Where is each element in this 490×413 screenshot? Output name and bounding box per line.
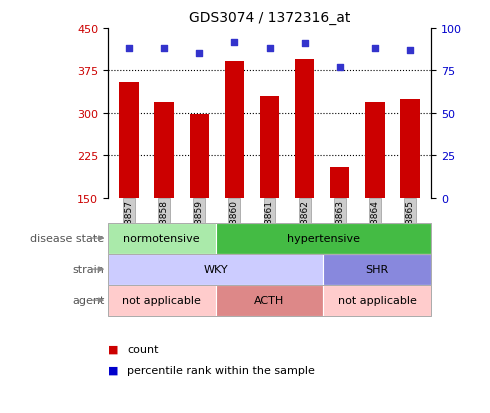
Bar — [154, 102, 174, 198]
Bar — [323, 254, 431, 285]
Bar — [190, 115, 209, 198]
Text: WKY: WKY — [203, 264, 228, 275]
Point — [196, 51, 203, 57]
Point — [125, 46, 133, 52]
Text: count: count — [127, 344, 159, 354]
Text: not applicable: not applicable — [338, 295, 416, 306]
Text: ■: ■ — [108, 344, 118, 354]
Text: ACTH: ACTH — [254, 295, 285, 306]
Bar — [108, 223, 216, 254]
Point — [230, 39, 238, 46]
Point — [371, 46, 379, 52]
Point — [160, 46, 168, 52]
Bar — [400, 100, 420, 198]
Point — [266, 46, 273, 52]
Bar — [295, 60, 314, 198]
Bar — [330, 167, 349, 198]
Text: not applicable: not applicable — [122, 295, 201, 306]
Bar — [216, 223, 431, 254]
Text: agent: agent — [72, 295, 104, 306]
Point — [406, 47, 414, 54]
Bar — [119, 83, 139, 198]
Bar — [323, 285, 431, 316]
Point — [336, 64, 343, 71]
Bar — [365, 102, 385, 198]
Bar — [108, 254, 323, 285]
Text: normotensive: normotensive — [123, 233, 200, 244]
Text: strain: strain — [73, 264, 104, 275]
Text: percentile rank within the sample: percentile rank within the sample — [127, 365, 315, 375]
Text: disease state: disease state — [30, 233, 104, 244]
Bar — [225, 62, 244, 198]
Point — [301, 41, 309, 47]
Text: SHR: SHR — [366, 264, 389, 275]
Text: hypertensive: hypertensive — [287, 233, 360, 244]
Title: GDS3074 / 1372316_at: GDS3074 / 1372316_at — [189, 11, 350, 25]
Bar — [108, 285, 216, 316]
Bar — [260, 97, 279, 198]
Text: ■: ■ — [108, 365, 118, 375]
Bar — [216, 285, 323, 316]
